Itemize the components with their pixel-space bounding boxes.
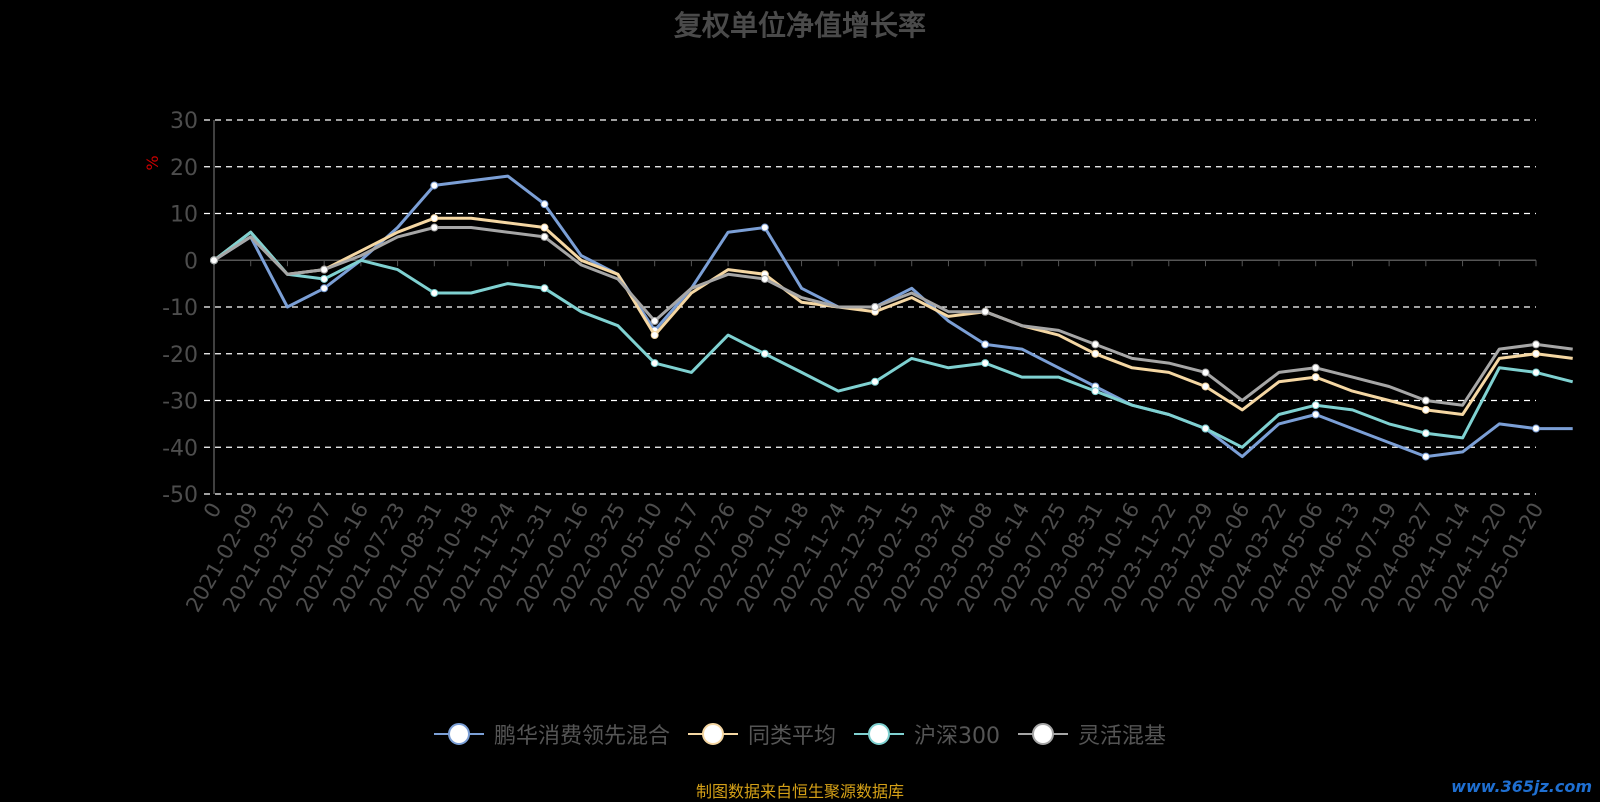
data-point: [540, 200, 549, 209]
data-point: [1532, 340, 1540, 349]
legend-label: 鹏华消费领先混合: [493, 724, 670, 749]
data-point: [1201, 368, 1210, 377]
y-tick-label: -50: [162, 483, 198, 508]
data-point: [1091, 387, 1100, 396]
data-point: [650, 317, 659, 326]
data-point: [1421, 396, 1430, 405]
legend-item-peer-average[interactable]: 同类平均: [687, 718, 836, 750]
x-tick-labels: 02021-02-092021-03-252021-05-072021-06-1…: [181, 498, 1548, 616]
series-line-2: [213, 230, 1574, 449]
data-point: [1311, 410, 1320, 419]
legend-label: 沪深300: [914, 724, 1000, 749]
data-point: [1532, 424, 1540, 433]
data-point: [871, 377, 879, 386]
legend: 鹏华消费领先混合 同类平均 沪深300 灵活混基: [0, 718, 1600, 750]
data-point: [1421, 405, 1430, 414]
data-point: [1091, 340, 1100, 349]
chart-title: 复权单位净值增长率: [673, 9, 926, 42]
data-point: [981, 340, 990, 349]
axes: [213, 120, 1537, 494]
data-point: [430, 288, 439, 297]
data-point: [540, 223, 549, 232]
data-point: [981, 307, 990, 316]
y-tick-labels: 30 20 10 0 -10 -20 -30 -40 -50: [162, 109, 198, 508]
data-point: [1421, 429, 1430, 438]
data-point: [1532, 368, 1540, 377]
series-line-0: [213, 174, 1573, 459]
y-tick-label: 10: [170, 203, 198, 228]
y-tick-label: -30: [162, 390, 198, 415]
data-point: [1311, 401, 1320, 410]
series-line-3: [213, 226, 1573, 407]
data-point: [1311, 363, 1320, 372]
data-point: [540, 284, 549, 293]
data-point: [650, 331, 659, 340]
data-source-note: 制图数据来自恒生聚源数据库: [695, 782, 904, 801]
legend-marker-icon: [854, 723, 904, 745]
data-point: [210, 256, 218, 265]
watermark: www.365jz.com: [1451, 777, 1592, 796]
data-point: [540, 232, 549, 241]
y-tick-label: 30: [170, 109, 198, 134]
data-point: [981, 359, 990, 368]
legend-marker-icon: [1018, 723, 1068, 745]
data-point: [1311, 373, 1320, 382]
data-point: [320, 284, 329, 293]
series-line-1: [213, 216, 1573, 416]
y-tick-label: 0: [184, 249, 198, 274]
data-point: [760, 274, 769, 283]
data-point: [1532, 349, 1540, 358]
data-point: [760, 223, 769, 232]
series-lines: [210, 174, 1574, 461]
data-point: [650, 359, 659, 368]
data-point: [320, 274, 329, 283]
y-tick-label: -20: [162, 343, 198, 368]
data-point: [760, 349, 769, 358]
y-tick-label: -40: [162, 436, 198, 461]
data-point: [1201, 382, 1210, 391]
legend-item-flexible-mixed[interactable]: 灵活混基: [1018, 718, 1166, 750]
y-tick-label: 20: [170, 156, 198, 181]
data-point: [1421, 452, 1430, 461]
legend-item-fund[interactable]: 鹏华消费领先混合: [433, 718, 670, 750]
legend-marker-icon: [433, 723, 484, 745]
data-point: [320, 265, 329, 274]
data-point: [430, 214, 439, 223]
data-point: [1091, 349, 1100, 358]
y-axis-label: %: [143, 155, 162, 170]
legend-item-csi300[interactable]: 沪深300: [854, 718, 1000, 750]
data-point: [871, 303, 879, 311]
legend-marker-icon: [687, 723, 738, 745]
data-point: [1201, 424, 1210, 433]
x-tick-label: 0: [199, 499, 226, 523]
data-point: [430, 223, 439, 232]
data-point: [430, 181, 439, 190]
y-tick-label: -10: [162, 296, 198, 321]
legend-label: 同类平均: [747, 724, 836, 749]
plot-area: 30 20 10 0 -10 -20 -30 -40 -50 02021-02-092021-0…: [143, 109, 1574, 616]
legend-label: 灵活混基: [1078, 724, 1167, 749]
